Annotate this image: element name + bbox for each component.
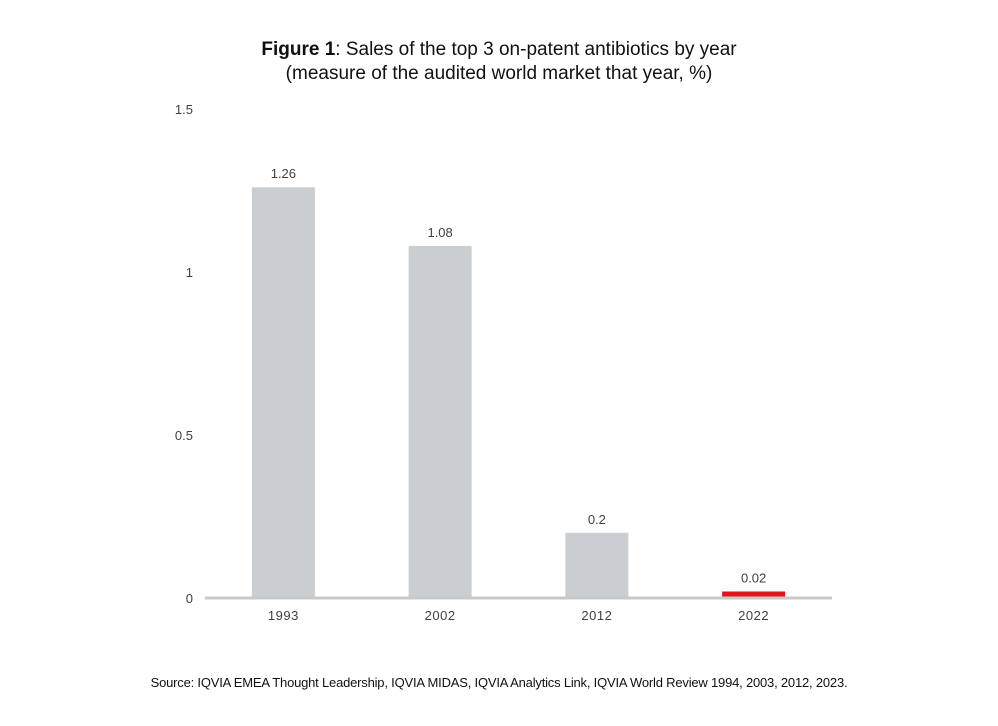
y-tick-label: 1.5 — [175, 102, 193, 117]
bars — [251, 187, 786, 599]
y-tick-label: 1 — [186, 265, 193, 280]
figure-number: Figure 1 — [261, 39, 336, 60]
y-axis: 0 0.5 1 1.5 — [175, 102, 193, 606]
title-text: : Sales of the top 3 on-patent antibioti… — [335, 39, 737, 60]
data-label: 0.02 — [741, 570, 766, 585]
data-label: 1.26 — [271, 166, 296, 181]
chart-title-line: Figure 1: Sales of the top 3 on-patent a… — [0, 38, 998, 62]
x-tick-label: 1993 — [268, 608, 299, 623]
bar-2002 — [408, 245, 472, 599]
y-tick-label: 0.5 — [175, 428, 193, 443]
x-tick-label: 2022 — [738, 608, 769, 623]
chart-title: Figure 1: Sales of the top 3 on-patent a… — [0, 38, 998, 86]
bar-2022 — [722, 591, 786, 598]
x-axis: 1993 2002 2012 2022 — [268, 608, 769, 623]
data-label: 0.2 — [588, 512, 606, 527]
bar-2012 — [565, 532, 629, 598]
bar-1993 — [251, 187, 315, 599]
x-tick-label: 2002 — [425, 608, 456, 623]
data-labels: 1.26 1.08 0.2 0.02 — [271, 166, 767, 585]
data-label: 1.08 — [427, 225, 452, 240]
x-tick-label: 2012 — [581, 608, 612, 623]
chart-subtitle: (measure of the audited world market tha… — [285, 63, 713, 84]
y-tick-label: 0 — [186, 591, 193, 606]
source-note: Source: IQVIA EMEA Thought Leadership, I… — [150, 675, 848, 690]
